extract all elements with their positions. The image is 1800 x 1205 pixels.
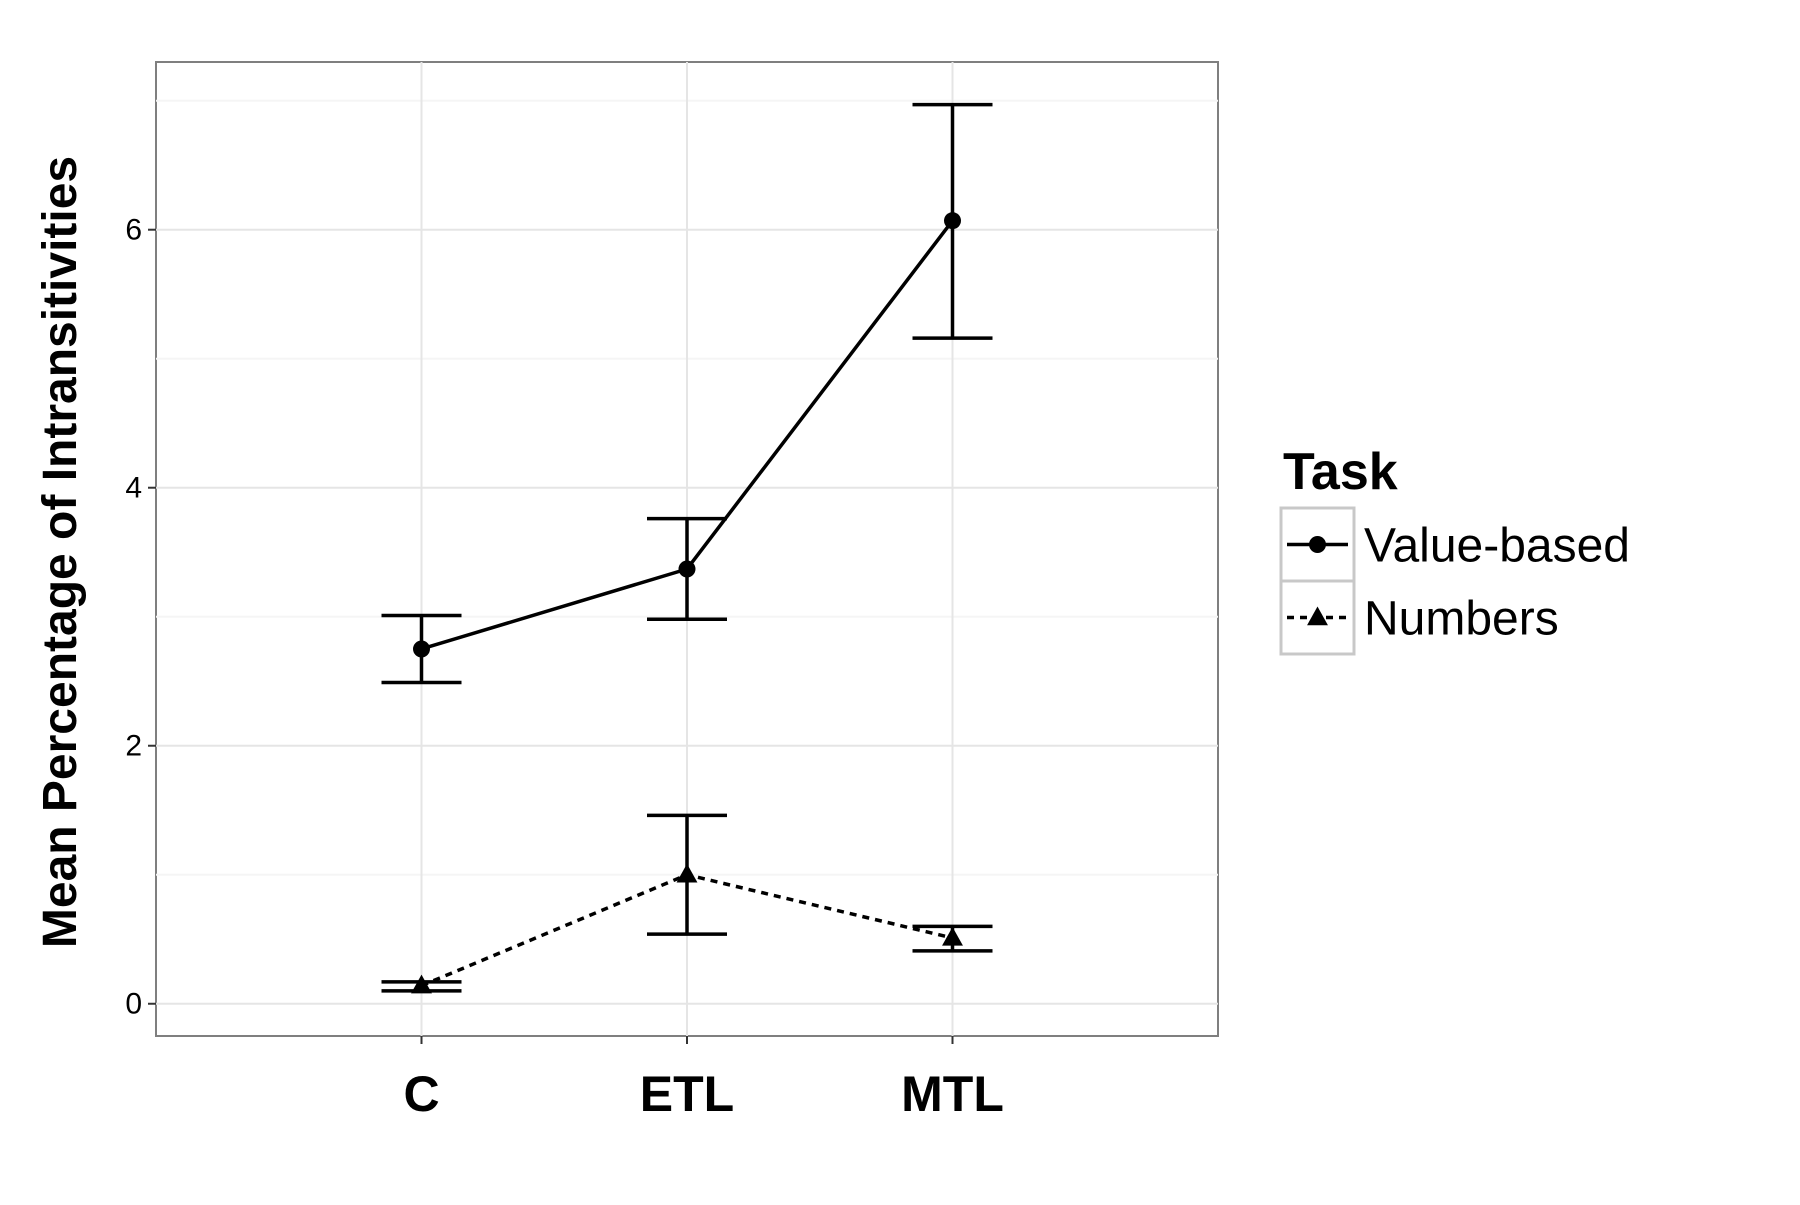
data-point (944, 212, 961, 230)
series-layer (381, 102, 993, 994)
y-tick-label: 4 (125, 472, 142, 505)
x-tick-label: C (403, 1066, 439, 1122)
y-tick-label: 6 (125, 214, 142, 247)
axes: Mean Percentage of Intransitivities 0 2 4 6… (34, 156, 1004, 1122)
data-point (413, 640, 430, 658)
y-tick-label: 0 (125, 988, 142, 1021)
legend-key-marker (1309, 536, 1326, 553)
data-point (411, 974, 432, 994)
data-point (676, 863, 698, 883)
legend: Task Value-based Numbers (1279, 443, 1630, 656)
data-point (678, 560, 696, 578)
x-tick-label: MTL (901, 1066, 1004, 1122)
legend-label: Numbers (1364, 593, 1559, 646)
data-point (942, 926, 963, 946)
y-tick-label: 2 (125, 730, 142, 763)
y-axis-title: Mean Percentage of Intransitivities (34, 156, 87, 948)
legend-label: Value-based (1364, 520, 1630, 573)
legend-title: Task (1283, 443, 1398, 501)
x-tick-label: ETL (640, 1066, 734, 1122)
legend-key-marker (1307, 606, 1328, 626)
